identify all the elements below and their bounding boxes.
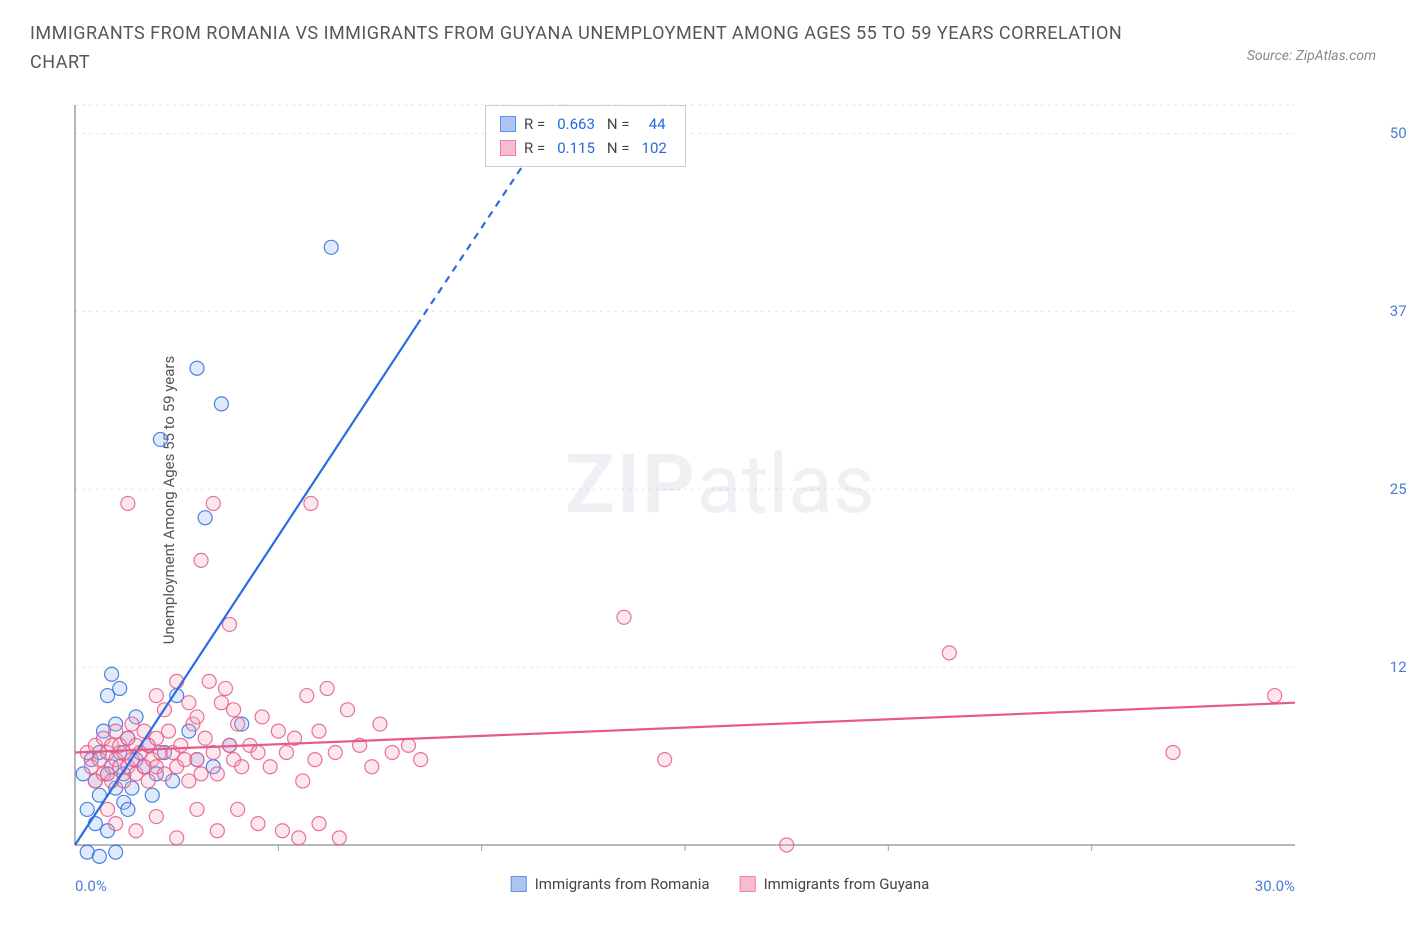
- chart-container: Unemployment Among Ages 55 to 59 years Z…: [55, 95, 1385, 905]
- y-tick-label: 37.5%: [1390, 302, 1406, 320]
- swatch-romania: [500, 116, 516, 132]
- swatch-guyana: [500, 140, 516, 156]
- y-tick-label: 12.5%: [1390, 658, 1406, 676]
- x-tick-label: 30.0%: [1255, 877, 1295, 895]
- stats-row-guyana: R = 0.115 N = 102: [500, 136, 671, 160]
- x-tick-label: 0.0%: [75, 877, 107, 895]
- plot-area: ZIPatlas R = 0.663 N = 44 R = 0.115 N = …: [75, 105, 1365, 865]
- swatch-guyana-icon: [740, 876, 756, 892]
- source-attribution: Source: ZipAtlas.com: [1247, 48, 1376, 64]
- stats-row-romania: R = 0.663 N = 44: [500, 112, 671, 136]
- legend-item-guyana: Immigrants from Guyana: [740, 875, 930, 893]
- chart-title: IMMIGRANTS FROM ROMANIA VS IMMIGRANTS FR…: [30, 20, 1130, 78]
- bottom-legend: Immigrants from Romania Immigrants from …: [511, 875, 930, 893]
- stats-legend-box: R = 0.663 N = 44 R = 0.115 N = 102: [485, 105, 686, 167]
- legend-item-romania: Immigrants from Romania: [511, 875, 710, 893]
- y-tick-label: 50.0%: [1390, 124, 1406, 142]
- swatch-romania-icon: [511, 876, 527, 892]
- scatter-svg: [75, 105, 1365, 865]
- y-tick-label: 25.0%: [1390, 480, 1406, 498]
